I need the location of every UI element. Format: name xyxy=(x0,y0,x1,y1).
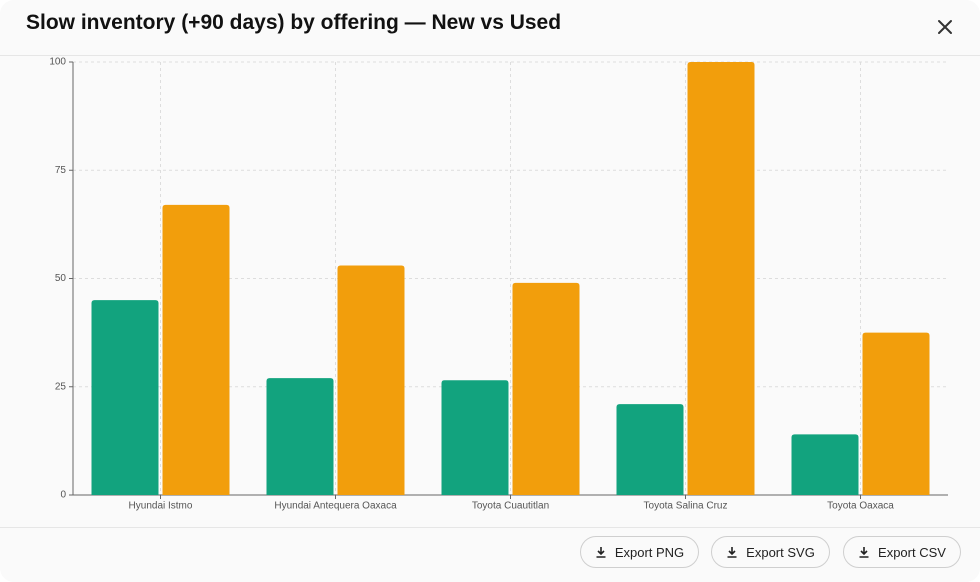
bar xyxy=(862,332,930,495)
modal-footer: Export PNG Export SVG Export CSV xyxy=(0,527,980,582)
modal-header: Slow inventory (+90 days) by offering — … xyxy=(0,0,980,56)
export-csv-button[interactable]: Export CSV xyxy=(843,536,961,568)
chart: 0 25 50 75 100 Hyundai Istmo Hyundai Antequera… xyxy=(49,57,948,512)
y-tick-label: 50 xyxy=(55,273,67,284)
bar xyxy=(162,204,230,495)
bar xyxy=(441,380,509,495)
bar xyxy=(687,62,755,495)
bar xyxy=(512,282,580,495)
bar xyxy=(616,404,684,495)
download-icon xyxy=(596,547,606,558)
download-icon xyxy=(727,547,737,558)
download-icon xyxy=(859,547,869,558)
button-label: Export SVG xyxy=(746,544,815,560)
x-tick-label: Toyota Salina Cruz xyxy=(644,501,728,512)
y-tick-label: 0 xyxy=(60,490,66,501)
y-tick-label: 75 xyxy=(55,165,67,176)
bar xyxy=(91,300,159,495)
bar xyxy=(266,378,334,495)
x-tick-label: Hyundai Antequera Oaxaca xyxy=(274,501,397,512)
button-label: Export CSV xyxy=(878,544,946,560)
x-tick-label: Toyota Oaxaca xyxy=(827,501,894,512)
export-png-button[interactable]: Export PNG xyxy=(580,536,699,568)
chart-title: Slow inventory (+90 days) by offering — … xyxy=(26,11,562,34)
x-tick-label: Hyundai Istmo xyxy=(129,501,193,512)
close-button[interactable] xyxy=(934,16,956,38)
y-tick-label: 25 xyxy=(55,381,67,392)
x-tick-label: Toyota Cuautitlan xyxy=(472,501,549,512)
button-label: Export PNG xyxy=(614,544,685,560)
bar xyxy=(337,265,405,495)
export-svg-button[interactable]: Export SVG xyxy=(711,536,830,568)
bar xyxy=(791,434,859,495)
y-tick-label: 100 xyxy=(49,57,66,68)
